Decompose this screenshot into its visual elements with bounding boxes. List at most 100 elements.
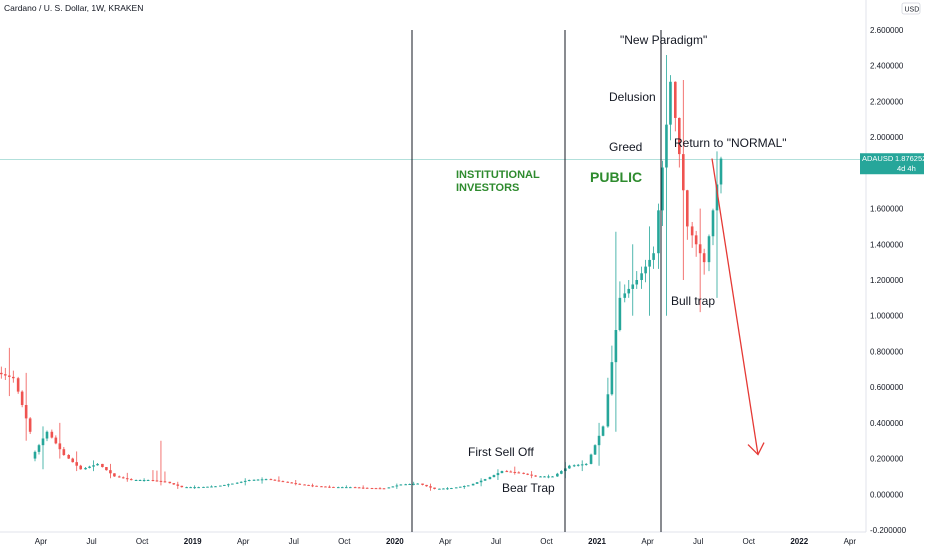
y-tick-label: 1.600000 — [870, 205, 904, 214]
candle-body — [101, 463, 104, 468]
annotation-institutional-line2: INVESTORS — [456, 182, 519, 194]
candle-body — [399, 484, 403, 486]
annotation-bear-trap: Bear Trap — [502, 481, 555, 495]
candle-body — [303, 484, 306, 486]
candle-body — [694, 235, 698, 245]
candle-body — [286, 481, 290, 483]
candle-body — [584, 463, 588, 465]
y-tick-label: 0.800000 — [870, 347, 904, 356]
candle-body — [391, 486, 395, 488]
candles-group — [0, 55, 723, 491]
currency-badge[interactable] — [901, 2, 921, 15]
annotation-bull-trap: Bull trap — [671, 294, 715, 308]
candle-body — [62, 449, 66, 455]
projection-arrow — [711, 158, 765, 456]
candle-body — [466, 485, 470, 487]
candle-body — [606, 394, 610, 427]
x-axis-ticks: Apr Jul Oct 2019 Apr Jul Oct 2020 Apr Jul Oct 2021 A… — [35, 537, 857, 546]
y-tick-label: 1.200000 — [870, 276, 904, 285]
y-tick-label: 0.600000 — [870, 383, 904, 392]
candle-body — [159, 480, 163, 482]
candle-body — [450, 488, 453, 490]
candle-body — [442, 488, 445, 490]
candle-body — [395, 485, 399, 487]
candle-body — [475, 482, 479, 484]
projection-arrowhead — [747, 442, 765, 456]
candle-body — [16, 378, 20, 392]
candle-body — [345, 487, 348, 489]
candle-body — [151, 480, 155, 481]
candle-body — [88, 466, 91, 468]
candle-body — [488, 477, 492, 480]
annotation-return-normal: Return to "NORMAL" — [674, 136, 787, 150]
candle-body — [534, 475, 537, 477]
candle-body — [513, 471, 517, 473]
candle-body — [67, 455, 70, 459]
candle-body — [627, 288, 631, 294]
annotation-greed: Greed — [609, 140, 642, 154]
candle-body — [243, 480, 247, 482]
price-tag-price: 1.876252 — [895, 154, 926, 163]
candle-body — [189, 487, 192, 489]
candle-body — [425, 484, 428, 487]
candle-body — [281, 481, 285, 483]
candle-body — [247, 480, 251, 481]
y-tick-label: 1.400000 — [870, 240, 904, 249]
y-tick-label: 2.200000 — [870, 97, 904, 106]
candle-body — [197, 487, 200, 489]
annotation-public: PUBLIC — [590, 169, 642, 185]
candle-body — [298, 483, 302, 485]
candle-body — [180, 485, 184, 488]
candle-body — [239, 481, 243, 483]
candle-body — [202, 486, 205, 488]
x-tick-label: Oct — [540, 537, 553, 546]
candle-body — [593, 445, 597, 455]
candle-body — [256, 479, 260, 481]
candle-body — [556, 473, 559, 477]
candle-body — [462, 486, 466, 488]
candle-body — [429, 486, 432, 488]
candle-body — [341, 487, 344, 489]
candle-body — [686, 190, 689, 227]
candle-body — [315, 485, 318, 487]
candle-body — [320, 486, 323, 488]
x-tick-label: Jul — [491, 537, 501, 546]
candle-body — [219, 485, 222, 487]
x-tick-label: Apr — [237, 537, 250, 546]
candle-body — [37, 445, 41, 452]
x-tick-label: Apr — [439, 537, 452, 546]
candle-body — [416, 483, 419, 485]
candle-body — [146, 480, 150, 481]
chart-header-title: Cardano / U. S. Dollar, 1W, KRAKEN — [4, 3, 143, 13]
candle-body — [522, 472, 525, 474]
candle-body — [185, 487, 188, 489]
candle-body — [370, 488, 374, 490]
candle-body — [580, 464, 584, 466]
annotation-institutional-line1: INSTITUTIONAL — [456, 169, 540, 181]
candle-body — [294, 483, 298, 485]
candle-body — [361, 487, 365, 489]
candle-body — [223, 484, 226, 486]
candle-body — [644, 266, 647, 274]
x-tick-label: Jul — [289, 537, 299, 546]
price-tag-countdown: 4d 4h — [897, 164, 916, 173]
candle-body — [698, 244, 702, 254]
x-tick-label: 2019 — [184, 537, 202, 546]
candle-body — [500, 471, 504, 474]
x-tick-label: Apr — [35, 537, 48, 546]
candle-body — [260, 479, 264, 481]
candle-body — [614, 330, 618, 363]
candle-body — [526, 473, 529, 475]
candle-body — [92, 465, 95, 467]
candle-body — [711, 210, 715, 237]
candle-body — [458, 486, 462, 488]
candle-body — [138, 480, 142, 481]
y-tick-label: 0.400000 — [870, 419, 904, 428]
x-tick-label: Jul — [693, 537, 703, 546]
candle-body — [661, 167, 664, 211]
candle-body — [311, 485, 314, 487]
candle-body — [121, 477, 125, 479]
candle-body — [479, 480, 483, 483]
candle-body — [96, 463, 99, 466]
